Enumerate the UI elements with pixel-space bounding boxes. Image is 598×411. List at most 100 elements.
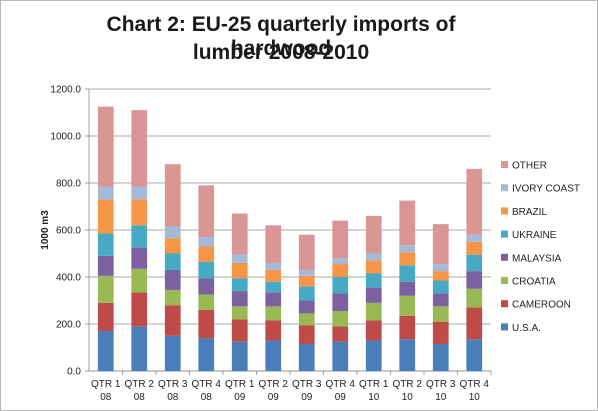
bar-segment bbox=[332, 326, 349, 342]
bar-segment bbox=[231, 254, 248, 263]
bar-segment bbox=[399, 200, 416, 246]
bar-segment bbox=[298, 275, 315, 287]
bar-segment bbox=[97, 302, 114, 332]
bar-segment bbox=[466, 168, 483, 235]
bar-segment bbox=[432, 306, 449, 322]
y-tick-label: 400.0 bbox=[56, 273, 81, 284]
y-tick-label: 0.0 bbox=[67, 367, 81, 378]
bar-segment bbox=[365, 260, 382, 274]
bar-segment bbox=[265, 306, 282, 321]
bar-segment bbox=[432, 343, 449, 371]
bar-segment bbox=[399, 315, 416, 340]
bar-segment bbox=[97, 186, 114, 200]
legend-swatch bbox=[501, 207, 508, 215]
x-tick-label: 09 bbox=[234, 392, 246, 403]
y-tick-label: 1000.0 bbox=[50, 132, 81, 143]
bar-segment bbox=[164, 238, 181, 254]
bar-segment bbox=[466, 339, 483, 371]
bar-segment bbox=[231, 306, 248, 320]
legend-label: BRAZIL bbox=[512, 207, 547, 218]
bar-segment bbox=[432, 321, 449, 344]
bar-segment bbox=[399, 339, 416, 371]
legend-swatch bbox=[501, 277, 508, 284]
bar-segment bbox=[432, 280, 449, 294]
x-tick-label: 10 bbox=[402, 392, 414, 403]
bar-segment bbox=[198, 185, 215, 238]
x-tick-label: QTR 1 bbox=[91, 379, 121, 390]
bar-segment bbox=[131, 199, 148, 226]
y-tick-label: 1200.0 bbox=[50, 85, 81, 96]
x-tick-label: 10 bbox=[469, 392, 481, 403]
legend-label: U.S.A. bbox=[512, 323, 541, 334]
bar-segment bbox=[432, 224, 449, 265]
bar-segment bbox=[365, 273, 382, 288]
bar-segment bbox=[131, 268, 148, 293]
y-tick-label: 600.0 bbox=[56, 226, 81, 237]
bar-segment bbox=[131, 225, 148, 248]
bar-segment bbox=[131, 292, 148, 327]
bar-segment bbox=[265, 225, 282, 263]
bar-segment bbox=[399, 281, 416, 296]
bar-segment bbox=[198, 278, 215, 295]
y-axis-label: 1000 m3 bbox=[40, 210, 51, 250]
bar-segment bbox=[97, 255, 114, 276]
x-tick-label: 10 bbox=[368, 392, 380, 403]
bar-segment bbox=[332, 264, 349, 277]
bar-segment bbox=[164, 269, 181, 290]
legend-swatch bbox=[501, 230, 508, 238]
x-tick-label: 09 bbox=[268, 392, 280, 403]
bar-segment bbox=[365, 320, 382, 341]
bar-segment bbox=[298, 286, 315, 301]
legend-label: MALAYSIA bbox=[512, 253, 562, 264]
bar-segment bbox=[97, 331, 114, 371]
bar-segment bbox=[365, 215, 382, 254]
bar-segment bbox=[298, 269, 315, 276]
bar-segment bbox=[332, 277, 349, 294]
bar-segment bbox=[265, 292, 282, 307]
x-tick-label: 08 bbox=[201, 392, 213, 403]
bar-segment bbox=[164, 305, 181, 336]
bar-segment bbox=[265, 281, 282, 293]
bar-segment bbox=[198, 237, 215, 247]
bar-segment bbox=[466, 271, 483, 289]
bar-segment bbox=[198, 294, 215, 310]
bar-segment bbox=[298, 325, 315, 344]
x-tick-label: QTR 4 bbox=[192, 379, 222, 390]
bar-segment bbox=[432, 293, 449, 307]
bar-segment bbox=[298, 234, 315, 270]
bar-segment bbox=[466, 234, 483, 242]
bar-segment bbox=[164, 253, 181, 270]
bar-segment bbox=[332, 341, 349, 371]
bar-segment bbox=[131, 326, 148, 371]
bar-segment bbox=[265, 269, 282, 282]
bar-segment bbox=[298, 313, 315, 326]
legend-label: OTHER bbox=[512, 161, 547, 172]
bar-segment bbox=[298, 343, 315, 371]
x-tick-label: 08 bbox=[134, 392, 146, 403]
legend-swatch bbox=[501, 161, 508, 168]
bar-segment bbox=[466, 288, 483, 308]
chart-title-line-2: lumber 2008-2010 bbox=[192, 41, 370, 64]
bar-segment bbox=[265, 340, 282, 371]
x-tick-label: 10 bbox=[435, 392, 447, 403]
bar-segment bbox=[231, 213, 248, 255]
legend-swatch bbox=[501, 300, 508, 308]
legend-swatch bbox=[501, 184, 508, 192]
x-tick-label: QTR 2 bbox=[125, 379, 155, 390]
legend-label: UKRAINE bbox=[512, 230, 557, 241]
bar-segment bbox=[198, 338, 215, 371]
y-tick-label: 800.0 bbox=[56, 179, 81, 190]
x-tick-label: QTR 3 bbox=[292, 379, 322, 390]
legend-label: CAMEROON bbox=[512, 300, 571, 311]
bar-segment bbox=[265, 320, 282, 341]
chart-title-line-1: Chart 2: EU-25 quarterly imports of hard… bbox=[106, 13, 456, 60]
legend-label: CROATIA bbox=[512, 277, 556, 288]
bar-segment bbox=[332, 258, 349, 265]
bar-segment bbox=[332, 311, 349, 327]
x-tick-label: QTR 1 bbox=[359, 379, 389, 390]
bar-segment bbox=[399, 252, 416, 266]
bar-segment bbox=[298, 300, 315, 314]
x-tick-label: QTR 1 bbox=[225, 379, 255, 390]
